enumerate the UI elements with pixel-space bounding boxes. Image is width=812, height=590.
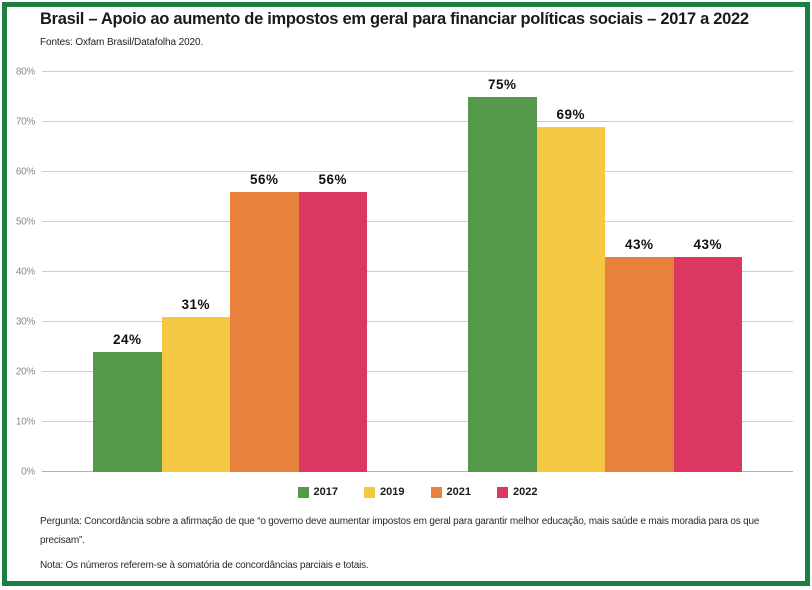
gridline — [42, 271, 793, 272]
bar-value-label: 75% — [487, 77, 517, 92]
y-axis-tick-label: 30% — [15, 316, 35, 328]
y-axis-tick-label: 10% — [15, 416, 35, 428]
bar-2019 — [161, 317, 230, 472]
legend-item-2021: 2021 — [430, 486, 471, 498]
gridline — [42, 471, 793, 472]
legend-swatch — [297, 486, 309, 498]
bar-2022 — [298, 192, 367, 472]
legend-label: 2021 — [446, 486, 471, 498]
footer-question: Pergunta: Concordância sobre a afirmação… — [40, 516, 760, 546]
bar-value-label: 43% — [693, 237, 723, 252]
chart-footer: Pergunta: Concordância sobre a afirmação… — [40, 512, 785, 573]
bar-2017 — [468, 97, 537, 472]
legend-label: 2017 — [313, 486, 339, 498]
legend: 2017 2019 2021 2022 — [42, 484, 793, 500]
bar-2021 — [230, 192, 299, 472]
legend-item-2019: 2019 — [364, 486, 405, 498]
y-axis-tick-label: 60% — [15, 166, 35, 178]
chart-title: Brasil – Apoio ao aumento de impostos em… — [40, 10, 749, 28]
y-axis-tick-label: 50% — [15, 216, 35, 228]
bar-2019 — [536, 127, 605, 472]
gridline — [42, 71, 793, 72]
legend-swatch — [364, 486, 376, 498]
gridline — [42, 171, 793, 172]
bar-value-label: 69% — [556, 107, 586, 122]
y-axis-tick-label: 20% — [15, 366, 35, 378]
plot-area: 0% 10% 20% 30% 40% 50% 60% 70% 80% 24% 31% 56% 56% 75… — [16, 67, 793, 478]
gridline — [42, 121, 793, 122]
bar-2021 — [605, 257, 674, 472]
bar-value-label: 31% — [181, 297, 211, 312]
legend-swatch — [430, 486, 442, 498]
bar-2022 — [673, 257, 742, 472]
bar-value-label: 56% — [249, 172, 279, 187]
y-axis-tick-label: 0% — [21, 466, 35, 478]
bar-value-label: 56% — [318, 172, 348, 187]
bar-2017 — [93, 352, 162, 472]
footer-note: Nota: Os números referem-se à somatória … — [40, 560, 369, 571]
legend-item-2022: 2022 — [496, 486, 538, 498]
y-axis-tick-label: 80% — [15, 66, 35, 78]
gridline — [42, 321, 793, 322]
legend-label: 2019 — [380, 486, 405, 498]
bar-value-label: 24% — [112, 332, 142, 347]
gridline — [42, 371, 793, 372]
gridline — [42, 221, 793, 222]
y-axis-tick-label: 70% — [15, 116, 35, 128]
legend-label: 2022 — [512, 486, 538, 498]
chart-source: Fontes: Oxfam Brasil/Datafolha 2020. — [40, 37, 204, 48]
legend-item-2017: 2017 — [297, 486, 339, 498]
gridline — [42, 421, 793, 422]
legend-swatch — [496, 486, 508, 498]
bar-value-label: 43% — [624, 237, 654, 252]
y-axis-tick-label: 40% — [15, 266, 35, 278]
